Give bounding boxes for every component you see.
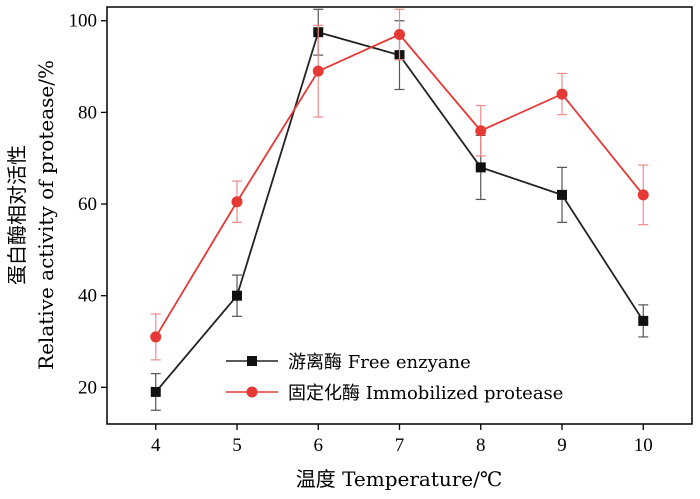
legend: 游离酶 Free enzyane 固定化酶 Immobilized protea…: [226, 352, 563, 404]
legend-label-free-enzyme: 游离酶 Free enzyane: [288, 352, 471, 373]
data-point: [394, 28, 405, 40]
data-point: [231, 196, 243, 208]
x-axis-title: 温度 Temperature/℃: [296, 467, 503, 491]
data-point: [556, 88, 568, 100]
data-point: [475, 125, 487, 137]
legend-marker-circle: [246, 386, 258, 398]
x-axis: 4 5 6 7 8 9 10: [151, 424, 653, 456]
data-point: [150, 331, 162, 343]
legend-entry-free-enzyme: 游离酶 Free enzyane: [226, 352, 471, 373]
series-2: [150, 8, 649, 361]
y-tick-label: 40: [78, 286, 97, 307]
legend-label-immobilized: 固定化酶 Immobilized protease: [288, 383, 563, 404]
y-tick-label: 100: [69, 11, 98, 32]
x-tick-label: 9: [557, 435, 567, 456]
y-tick-label: 60: [78, 194, 97, 215]
data-point: [475, 162, 486, 173]
y-tick-label: 20: [78, 377, 97, 398]
x-tick-label: 6: [314, 435, 324, 456]
data-point: [232, 290, 242, 301]
data-point: [637, 189, 649, 201]
x-tick-label: 7: [395, 435, 405, 456]
data-point: [638, 315, 649, 326]
x-tick-label: 8: [476, 435, 486, 456]
legend-marker-square: [247, 356, 257, 366]
data-point: [557, 189, 567, 200]
y-axis: 20 40 60 80 100: [69, 11, 107, 398]
y-tick-label: 80: [78, 102, 97, 123]
x-tick-label: 4: [151, 435, 161, 456]
data-point: [312, 65, 324, 77]
series-layer: [150, 8, 649, 411]
series-1: [150, 8, 649, 411]
data-point: [150, 386, 161, 397]
x-tick-label: 5: [232, 435, 242, 456]
x-tick-label: 10: [634, 435, 653, 456]
legend-entry-immobilized: 固定化酶 Immobilized protease: [226, 383, 563, 404]
y-axis-title-chinese: 蛋白酶相对活性: [5, 145, 29, 285]
y-axis-title-english: Relative activity of protease/%: [34, 60, 58, 370]
